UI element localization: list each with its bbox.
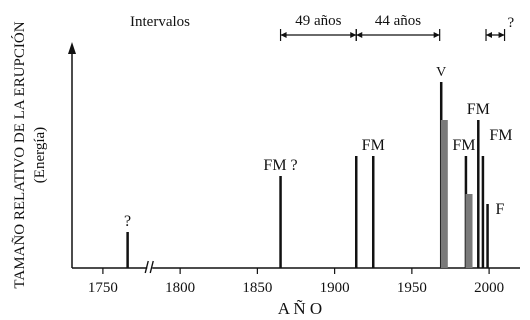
x-tick-label: 1900 [320,280,350,296]
interval-arrowhead [486,32,493,38]
y-axis-subtitle: (Energía) [32,127,48,183]
bar-label: ? [124,213,131,230]
bar-label: F [496,201,505,218]
eruption-bar [371,156,375,268]
x-tick-label: 2000 [474,280,504,296]
y-axis-arrowhead [68,42,76,54]
interval-arrowhead [280,32,287,38]
bar-label: FM [489,127,512,144]
interval-label: 44 años [375,13,421,29]
interval-arrowhead [350,32,357,38]
eruption-bar [486,204,489,268]
axis-break-gap [147,260,153,274]
interval-label: 49 años [295,13,341,29]
interval-label: ? [508,15,515,31]
eruption-bar [481,156,485,268]
bar-label: V [436,65,446,80]
interval-arrowhead [356,32,363,38]
eruption-bar [126,232,129,268]
x-tick-label: 1950 [397,280,427,296]
eruption-bar [440,120,448,268]
axis-break-mark [149,260,154,274]
eruption-bar [477,120,480,268]
eruption-bar [279,176,282,268]
x-axis-title: A Ñ O [278,299,322,318]
bar-label: FM [467,101,490,118]
x-tick-label: 1750 [88,280,118,296]
eruption-bar [465,194,473,268]
x-tick-label: 1800 [165,280,195,296]
eruption-bar [354,156,358,268]
interval-arrowhead [433,32,440,38]
axis-break-mark [144,260,149,274]
x-tick-label: 1850 [242,280,272,296]
interval-arrowhead [498,32,505,38]
bar-label: FM [362,137,385,154]
intervals-label: Intervalos [130,14,190,30]
y-axis-title: TAMAÑO RELATIVO DE LA ERUPCIÓN [11,21,28,288]
bar-label: FM [452,137,475,154]
bar-label: FM ? [263,157,297,174]
